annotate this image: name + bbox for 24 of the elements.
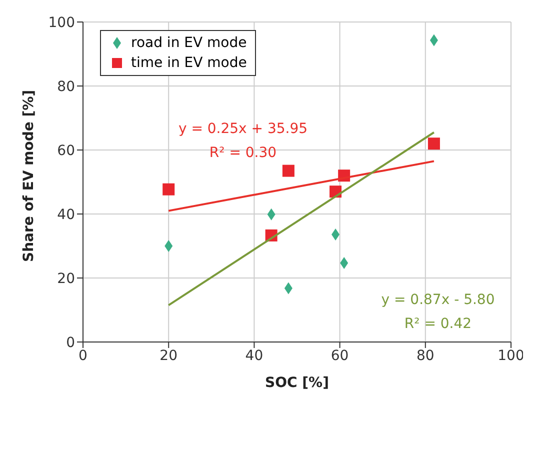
y-tick-label: 80 (57, 78, 75, 95)
x-tick-label: 20 (160, 348, 178, 364)
point (282, 164, 294, 177)
x-tick-label: 0 (78, 348, 88, 364)
equation-text: R² = 0.30 (209, 145, 277, 161)
point (428, 138, 440, 150)
equation-text: y = 0.87x - 5.80 (381, 292, 495, 308)
x-tick-label: 100 (498, 348, 524, 364)
equation-text: y = 0.25x + 35.95 (178, 121, 308, 137)
point (162, 183, 175, 196)
x-axis-title: SOC [%] (265, 375, 329, 391)
legend-label: road in EV mode (131, 34, 247, 53)
y-tick-label: 100 (48, 14, 75, 31)
legend-label: time in EV mode (131, 54, 247, 73)
y-axis-title: Share of EV mode [%] (20, 90, 37, 262)
point (164, 240, 173, 252)
x-tick-label: 60 (330, 348, 349, 364)
x-tick-label: 40 (245, 348, 264, 364)
y-tick-label: 60 (57, 142, 75, 159)
x-tick-label: 80 (416, 348, 434, 364)
y-tick-label: 40 (57, 206, 75, 223)
equation-text: R² = 0.42 (404, 316, 472, 332)
y-tick-label: 0 (66, 334, 75, 351)
y-tick-label: 20 (57, 270, 75, 287)
